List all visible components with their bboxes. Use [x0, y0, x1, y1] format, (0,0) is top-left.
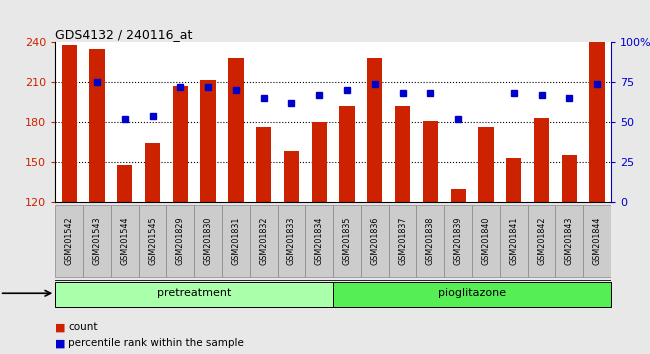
Text: GSM201544: GSM201544	[120, 216, 129, 265]
Bar	[62, 45, 77, 202]
Bar	[339, 106, 355, 202]
FancyBboxPatch shape	[194, 205, 222, 276]
FancyBboxPatch shape	[166, 205, 194, 276]
FancyBboxPatch shape	[306, 205, 333, 276]
FancyBboxPatch shape	[528, 205, 555, 276]
FancyBboxPatch shape	[55, 282, 333, 307]
Bar	[117, 165, 133, 202]
Text: GSM201837: GSM201837	[398, 216, 407, 265]
FancyBboxPatch shape	[361, 205, 389, 276]
FancyBboxPatch shape	[55, 205, 83, 276]
Bar	[256, 127, 271, 202]
Bar	[506, 158, 521, 202]
FancyBboxPatch shape	[445, 205, 472, 276]
Text: GSM201844: GSM201844	[593, 217, 602, 265]
Text: GSM201842: GSM201842	[537, 216, 546, 265]
Text: GDS4132 / 240116_at: GDS4132 / 240116_at	[55, 28, 192, 41]
Text: GSM201836: GSM201836	[370, 217, 380, 265]
Text: pretreatment: pretreatment	[157, 288, 231, 298]
FancyBboxPatch shape	[417, 205, 445, 276]
Text: GSM201832: GSM201832	[259, 216, 268, 265]
Text: GSM201829: GSM201829	[176, 216, 185, 265]
Text: GSM201543: GSM201543	[92, 216, 101, 265]
Text: GSM201843: GSM201843	[565, 217, 574, 265]
FancyBboxPatch shape	[250, 205, 278, 276]
FancyBboxPatch shape	[333, 282, 611, 307]
Text: GSM201841: GSM201841	[509, 217, 518, 265]
Text: GSM201839: GSM201839	[454, 216, 463, 265]
Bar	[284, 152, 299, 202]
Bar	[450, 188, 466, 202]
FancyBboxPatch shape	[389, 205, 417, 276]
FancyBboxPatch shape	[333, 205, 361, 276]
Text: ■: ■	[55, 322, 66, 332]
Bar	[228, 58, 244, 202]
Bar	[590, 42, 605, 202]
Text: GSM201833: GSM201833	[287, 217, 296, 265]
Text: percentile rank within the sample: percentile rank within the sample	[68, 338, 244, 348]
Bar	[478, 127, 493, 202]
Text: GSM201835: GSM201835	[343, 216, 352, 265]
Bar	[422, 121, 438, 202]
FancyBboxPatch shape	[583, 205, 611, 276]
FancyBboxPatch shape	[138, 205, 166, 276]
FancyBboxPatch shape	[222, 205, 250, 276]
FancyBboxPatch shape	[555, 205, 583, 276]
Text: GSM201834: GSM201834	[315, 217, 324, 265]
FancyBboxPatch shape	[278, 205, 306, 276]
Text: ■: ■	[55, 338, 66, 348]
Text: GSM201545: GSM201545	[148, 216, 157, 265]
Text: GSM201840: GSM201840	[482, 217, 491, 265]
Bar	[145, 143, 160, 202]
Bar	[173, 86, 188, 202]
Bar	[367, 58, 382, 202]
Bar	[534, 118, 549, 202]
Text: GSM201542: GSM201542	[64, 216, 73, 265]
Text: GSM201838: GSM201838	[426, 217, 435, 265]
Text: count: count	[68, 322, 98, 332]
Bar	[89, 49, 105, 202]
Bar	[200, 80, 216, 202]
FancyBboxPatch shape	[472, 205, 500, 276]
Text: pioglitazone: pioglitazone	[438, 288, 506, 298]
FancyBboxPatch shape	[500, 205, 528, 276]
Bar	[311, 122, 327, 202]
Text: GSM201830: GSM201830	[203, 217, 213, 265]
Bar	[395, 106, 410, 202]
FancyBboxPatch shape	[83, 205, 111, 276]
Bar	[562, 155, 577, 202]
FancyBboxPatch shape	[111, 205, 138, 276]
Text: GSM201831: GSM201831	[231, 217, 240, 265]
